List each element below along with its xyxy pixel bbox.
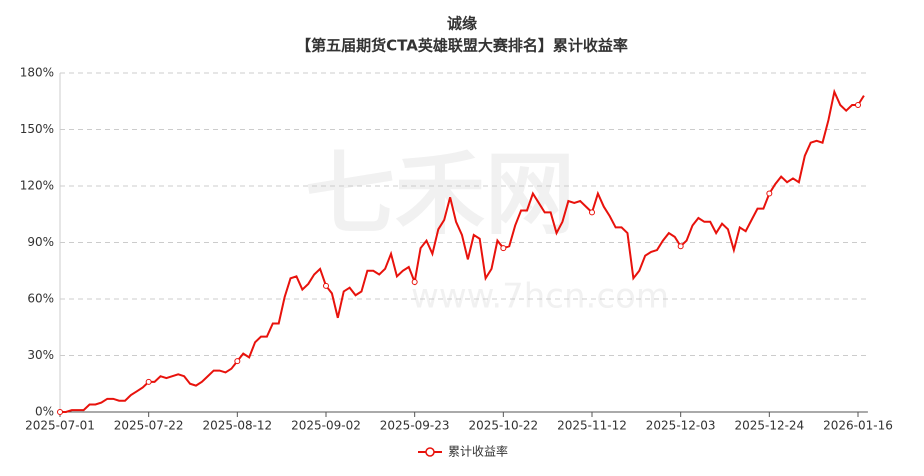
- x-tick-label: 2025-11-12: [557, 419, 627, 433]
- chart-subtitle: 【第五届期货CTA英雄联盟大赛排名】累计收益率: [296, 37, 628, 55]
- x-tick-label: 2025-09-23: [380, 419, 450, 433]
- x-tick-label: 2025-08-12: [202, 419, 272, 433]
- watermark-url: www.7hcn.com: [411, 277, 669, 317]
- series-line: [60, 88, 865, 413]
- x-tick-label: 2026-01-16: [823, 419, 893, 433]
- x-tick-label: 2025-10-22: [468, 419, 538, 433]
- x-tick-label: 2025-12-24: [734, 419, 804, 433]
- point-marker: [234, 358, 241, 365]
- point-marker: [57, 409, 63, 415]
- legend-marker: [425, 447, 435, 457]
- point-marker: [589, 209, 595, 216]
- y-tick-label: 120%: [20, 179, 54, 193]
- chart-title: 诚缘: [447, 15, 477, 33]
- y-tick-label: 0%: [35, 405, 54, 419]
- y-tick-label: 30%: [27, 348, 54, 362]
- point-marker: [766, 190, 773, 197]
- point-marker: [677, 243, 684, 250]
- point-marker: [323, 282, 329, 289]
- watermark: 七禾网: [305, 142, 575, 247]
- y-tick-label: 180%: [20, 66, 54, 80]
- legend-label: 累计收益率: [448, 444, 508, 459]
- point-marker: [411, 279, 418, 286]
- point-marker: [145, 378, 152, 385]
- y-tick-label: 150%: [20, 122, 54, 136]
- x-tick-label: 2025-07-01: [25, 419, 95, 433]
- x-tick-label: 2025-12-03: [646, 419, 716, 433]
- x-tick-label: 2025-09-02: [291, 419, 361, 433]
- point-marker: [500, 245, 507, 252]
- y-tick-label: 90%: [27, 235, 54, 249]
- point-marker: [855, 102, 861, 109]
- y-tick-label: 60%: [27, 292, 54, 306]
- x-tick-label: 2025-07-22: [114, 419, 184, 433]
